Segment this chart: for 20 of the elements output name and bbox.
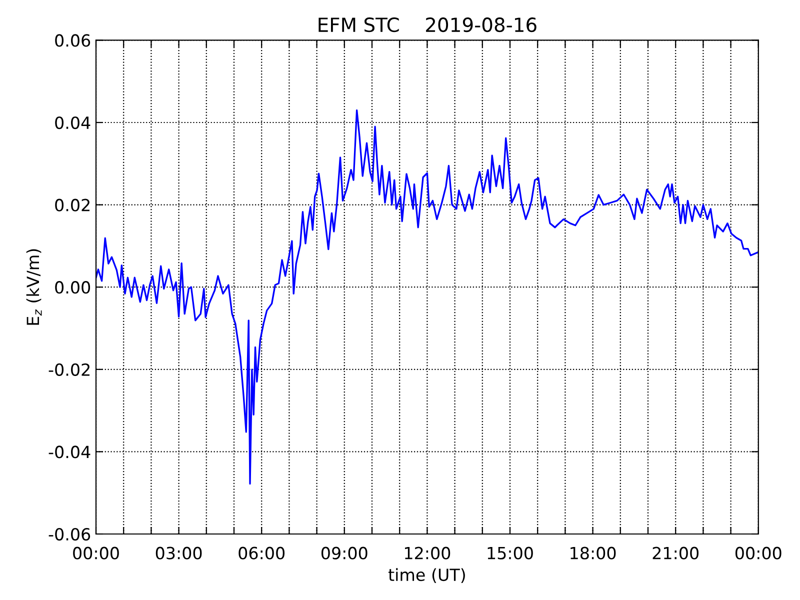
y-tick-label: 0.00	[55, 281, 90, 294]
y-tick-label: 0.06	[55, 34, 90, 47]
x-tick-label: 18:00	[570, 546, 616, 560]
x-tick-label: 00:00	[735, 546, 782, 560]
y-axis-title: E$_{z}$ (kV/m)	[26, 249, 42, 325]
x-tick-label: 06:00	[238, 546, 285, 560]
x-axis-title: time (UT)	[388, 568, 465, 584]
y-tick-label: 0.04	[55, 116, 90, 130]
y-tick-label: -0.02	[48, 363, 90, 376]
chart-title: EFM STC 2019-08-16	[318, 17, 536, 32]
x-tick-label: 09:00	[321, 546, 368, 560]
x-tick-label: 12:00	[405, 546, 450, 560]
y-tick-label: -0.04	[48, 446, 90, 458]
x-tick-label: 15:00	[488, 546, 533, 560]
x-tick-label: 00:00	[73, 546, 119, 560]
line-series	[96, 109, 758, 485]
y-tick-label: 0.02	[55, 198, 90, 212]
y-tick-label: -0.06	[48, 528, 90, 541]
x-tick-label: 03:00	[156, 546, 202, 560]
x-tick-label: 21:00	[652, 546, 699, 560]
